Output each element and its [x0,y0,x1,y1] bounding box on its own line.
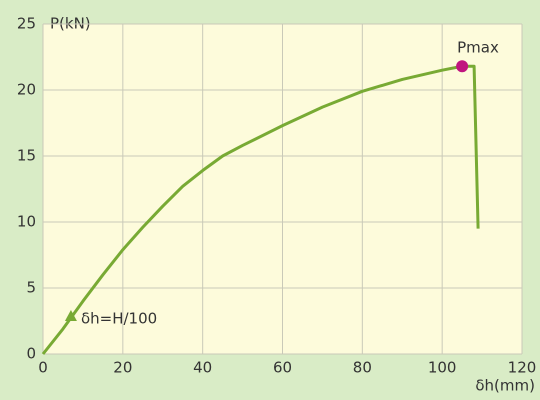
annotation: δh=H/100 [81,310,157,328]
y-tick-label: 25 [17,15,36,33]
x-axis-label: δh(mm) [475,377,535,395]
x-tick-label: 120 [508,359,537,377]
x-tick-label: 100 [428,359,457,377]
x-tick-label: 0 [38,359,48,377]
data-line [41,64,480,355]
annotation: Pmax [457,39,499,57]
x-tick-label: 60 [273,359,292,377]
x-tick-label: 40 [193,359,212,377]
y-tick-label: 5 [26,279,36,297]
y-tick-label: 10 [17,213,36,231]
x-tick-label: 20 [113,359,132,377]
pmax-marker [456,60,469,73]
x-tick-label: 80 [353,359,372,377]
y-tick-label: 15 [17,147,36,165]
y-tick-label: 20 [17,81,36,99]
y-tick-label: 0 [26,345,36,363]
triangle-marker [64,310,77,322]
